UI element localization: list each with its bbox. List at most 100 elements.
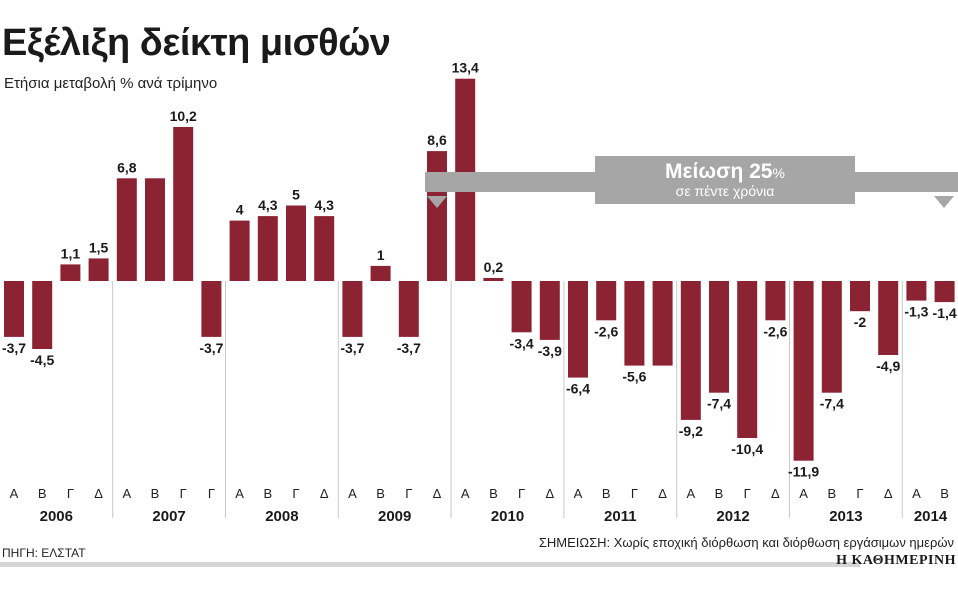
data-label-2013-q2: -7,4 [820,396,844,412]
quarter-label-2010-q4: Δ [545,486,554,501]
bar-2006-q4 [88,258,109,281]
bar-2006-q2 [32,281,53,349]
data-label-2006-q4: 1,5 [89,239,109,255]
quarter-label-2006-q3: Γ [67,486,74,501]
data-label-2008-q4: 4,3 [314,197,334,213]
callout-arrow-right [934,196,954,208]
bar-2013-q4 [878,281,899,355]
callout-main-text: Μείωση 25% [665,160,785,183]
quarter-label-2011-q3: Γ [631,486,638,501]
year-label-2008: 2008 [265,508,298,525]
data-label-2011-q3: -5,6 [622,369,646,385]
data-label-2006-q2: -4,5 [30,352,54,368]
bar-2012-q1 [680,281,701,420]
quarter-label-2009-q2: Β [376,486,385,501]
data-label-2014-q1: -1,3 [904,304,928,320]
quarter-label-2011-q4: Δ [658,486,667,501]
data-label-2012-q2: -7,4 [707,396,731,412]
bar-2009-q2 [370,265,391,281]
quarter-label-2010-q2: Β [489,486,498,501]
quarter-label-2013-q1: Α [799,486,808,501]
quarter-label-2013-q2: Β [827,486,836,501]
bar-2008-q3 [286,205,306,281]
data-label-2012-q3: -10,4 [731,441,763,457]
quarter-label-2008-q2: Β [263,486,272,501]
data-label-2009-q4: 8,6 [427,132,447,148]
chart-title: Εξέλιξη δείκτη μισθών [2,22,391,64]
data-label-2007-q1: 6,8 [117,159,137,175]
quarter-label-2013-q4: Δ [884,486,893,501]
bar-2006-q3 [60,264,81,281]
bar-2012-q3 [737,281,758,438]
callout-bar-right [855,172,958,192]
quarter-label-2009-q4: Δ [433,486,442,501]
source-label: ΠΗΓΗ: ΕΛΣΤΑΤ [2,546,86,560]
data-label-2010-q1: 13,4 [452,60,479,76]
year-label-2006: 2006 [40,508,73,525]
quarter-label-2012-q1: Α [686,486,695,501]
footnote: ΣΗΜΕΙΩΣΗ: Χωρίς εποχική διόρθωση και διό… [538,535,954,550]
quarter-label-2008-q1: Α [235,486,244,501]
callout-arrow-left [427,196,447,208]
bar-2009-q1 [342,281,363,337]
data-label-2013-q1: -11,9 [788,464,819,480]
data-label-2010-q4: -3,9 [538,343,562,359]
quarter-label-2008-q4: Δ [320,486,329,501]
year-label-2010: 2010 [491,508,524,525]
quarter-label-2006-q2: Β [38,486,47,501]
bar-2007-q4 [201,281,222,337]
bar-2011-q4 [652,281,673,366]
data-label-2011-q1: -6,4 [566,381,590,397]
quarter-label-2014-q1: Α [912,486,921,501]
bar-2007-q1 [116,178,137,281]
quarter-label-2011-q2: Β [602,486,611,501]
brand-logo: Η ΚΑΘΗΜΕΡΙΝΗ [836,553,956,568]
quarter-label-2008-q3: Γ [292,486,299,501]
bar-2013-q2 [821,281,842,393]
callout-box [595,156,855,204]
year-label-2013: 2013 [829,508,862,525]
bar-2013-q3 [850,281,870,312]
footer-rule [0,562,860,567]
quarter-label-2014-q2: Β [940,486,949,501]
data-label-2009-q3: -3,7 [397,340,421,356]
quarter-label-2007-q3: Γ [180,486,187,501]
data-label-2011-q2: -2,6 [594,323,618,339]
year-label-2007: 2007 [152,508,185,525]
data-label-2009-q2: 1 [377,247,385,263]
quarter-label-2007-q4: Γ [208,486,215,501]
data-label-2014-q2: -1,4 [933,305,957,321]
quarter-label-2007-q1: Α [122,486,131,501]
quarter-label-2012-q4: Δ [771,486,780,501]
quarter-label-2009-q1: Α [348,486,357,501]
quarter-label-2010-q3: Γ [518,486,525,501]
bar-2013-q1 [793,281,814,461]
bar-2012-q4 [765,281,786,321]
callout-main-word: Μείωση [665,160,743,183]
quarter-label-2013-q3: Γ [856,486,863,501]
bar-2010-q2 [483,278,504,281]
bar-2010-q3 [511,281,532,333]
callout-unit: % [772,165,784,181]
year-label-2009: 2009 [378,508,411,525]
quarter-label-2006-q1: Α [10,486,19,501]
bar-2009-q3 [398,281,419,337]
quarter-label-2011-q1: Α [574,486,583,501]
data-label-2012-q4: -2,6 [763,323,787,339]
data-label-2012-q1: -9,2 [679,423,703,439]
bar-2008-q2 [257,216,278,281]
year-label-2011: 2011 [604,508,637,525]
data-label-2009-q1: -3,7 [340,340,364,356]
quarter-label-2006-q4: Δ [94,486,103,501]
data-label-2008-q1: 4 [236,202,244,218]
bar-2012-q2 [709,281,729,393]
bar-2008-q4 [314,216,335,281]
bar-2014-q2 [934,281,955,303]
callout-percent: 25 [749,160,773,183]
callout-bar-left [425,172,595,192]
data-label-2006-q3: 1,1 [61,245,81,261]
data-label-2010-q3: -3,4 [510,335,534,351]
bar-2010-q4 [539,281,560,340]
bar-2014-q1 [906,281,927,301]
